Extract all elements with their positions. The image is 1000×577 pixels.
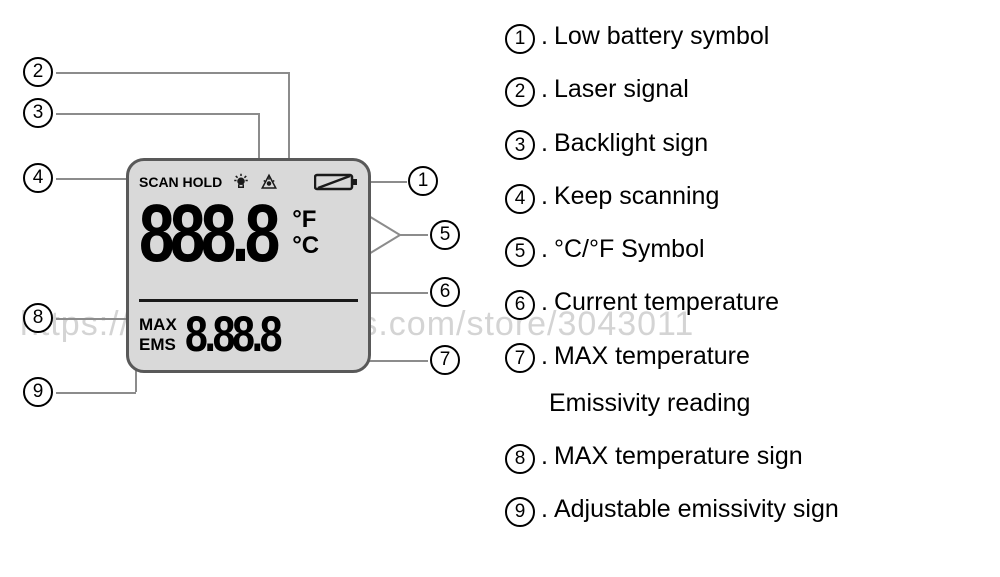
callout-4: 4 — [23, 163, 53, 193]
legend-item-5: 5.°C/°F Symbol — [505, 231, 839, 267]
callout-5: 5 — [430, 220, 460, 250]
main-reading: 888.8 °F °C — [139, 197, 358, 293]
callout-4-num: 4 — [23, 163, 53, 193]
lcd-divider — [139, 299, 358, 302]
callout-9: 9 — [23, 377, 53, 407]
legend-text-9: Adjustable emissivity sign — [554, 491, 839, 527]
unit-f: °F — [292, 207, 319, 233]
legend-item-4: 4.Keep scanning — [505, 178, 839, 214]
leader-8 — [56, 318, 136, 320]
legend-text-6: Current temperature — [554, 284, 779, 320]
legend-num-4: 4 — [505, 184, 535, 214]
leader-9h — [56, 392, 136, 394]
callout-7-num: 7 — [430, 345, 460, 375]
side-labels: MAX EMS — [139, 315, 177, 354]
legend-item-7-sub: Emissivity reading — [549, 385, 839, 421]
sub-digits: 8.88.8 — [185, 312, 279, 357]
leader-2h — [56, 72, 288, 74]
main-digits: 888.8 — [139, 197, 276, 271]
legend-text-3: Backlight sign — [554, 125, 708, 161]
legend-text-8: MAX temperature sign — [554, 438, 803, 474]
legend-item-3: 3.Backlight sign — [505, 125, 839, 161]
legend-num-6: 6 — [505, 290, 535, 320]
ems-label: EMS — [139, 335, 177, 355]
legend-num-7: 7 — [505, 343, 535, 373]
callout-7: 7 — [430, 345, 460, 375]
leader-2v — [288, 72, 290, 170]
legend-item-9: 9.Adjustable emissivity sign — [505, 491, 839, 527]
max-label: MAX — [139, 315, 177, 335]
callout-6-num: 6 — [430, 277, 460, 307]
legend-item-1: 1.Low battery symbol — [505, 18, 839, 54]
legend-item-2: 2.Laser signal — [505, 71, 839, 107]
unit-block: °F °C — [292, 207, 319, 260]
legend-item-6: 6.Current temperature — [505, 284, 839, 320]
callout-3-num: 3 — [23, 98, 53, 128]
battery-icon — [314, 173, 358, 191]
legend-text-7: MAX temperature — [554, 338, 750, 374]
legend-list: 1.Low battery symbol 2.Laser signal 3.Ba… — [505, 18, 839, 545]
callout-3: 3 — [23, 98, 53, 128]
unit-c: °C — [292, 233, 319, 259]
legend-text-1: Low battery symbol — [554, 18, 769, 54]
callout-8-num: 8 — [23, 303, 53, 333]
legend-text-5: °C/°F Symbol — [554, 231, 705, 267]
callout-1-num: 1 — [408, 166, 438, 196]
leader-3h — [56, 113, 258, 115]
legend-item-7: 7.MAX temperature — [505, 338, 839, 374]
callout-2: 2 — [23, 57, 53, 87]
legend-num-5: 5 — [505, 237, 535, 267]
legend-num-8: 8 — [505, 444, 535, 474]
callout-2-num: 2 — [23, 57, 53, 87]
legend-num-2: 2 — [505, 77, 535, 107]
leader-4 — [56, 178, 134, 180]
callout-1: 1 — [408, 166, 438, 196]
callout-9-num: 9 — [23, 377, 53, 407]
legend-num-1: 1 — [505, 24, 535, 54]
legend-text-2: Laser signal — [554, 71, 689, 107]
callout-8: 8 — [23, 303, 53, 333]
legend-num-3: 3 — [505, 130, 535, 160]
lcd-bottom-row: MAX EMS 8.88.8 — [139, 306, 358, 364]
legend-text-4: Keep scanning — [554, 178, 719, 214]
callout-6: 6 — [430, 277, 460, 307]
callout-5-num: 5 — [430, 220, 460, 250]
legend-item-8: 8.MAX temperature sign — [505, 438, 839, 474]
legend-num-9: 9 — [505, 497, 535, 527]
lcd-panel: SCAN HOLD 888.8 °F °C MAX EMS 8.88.8 — [126, 158, 371, 373]
